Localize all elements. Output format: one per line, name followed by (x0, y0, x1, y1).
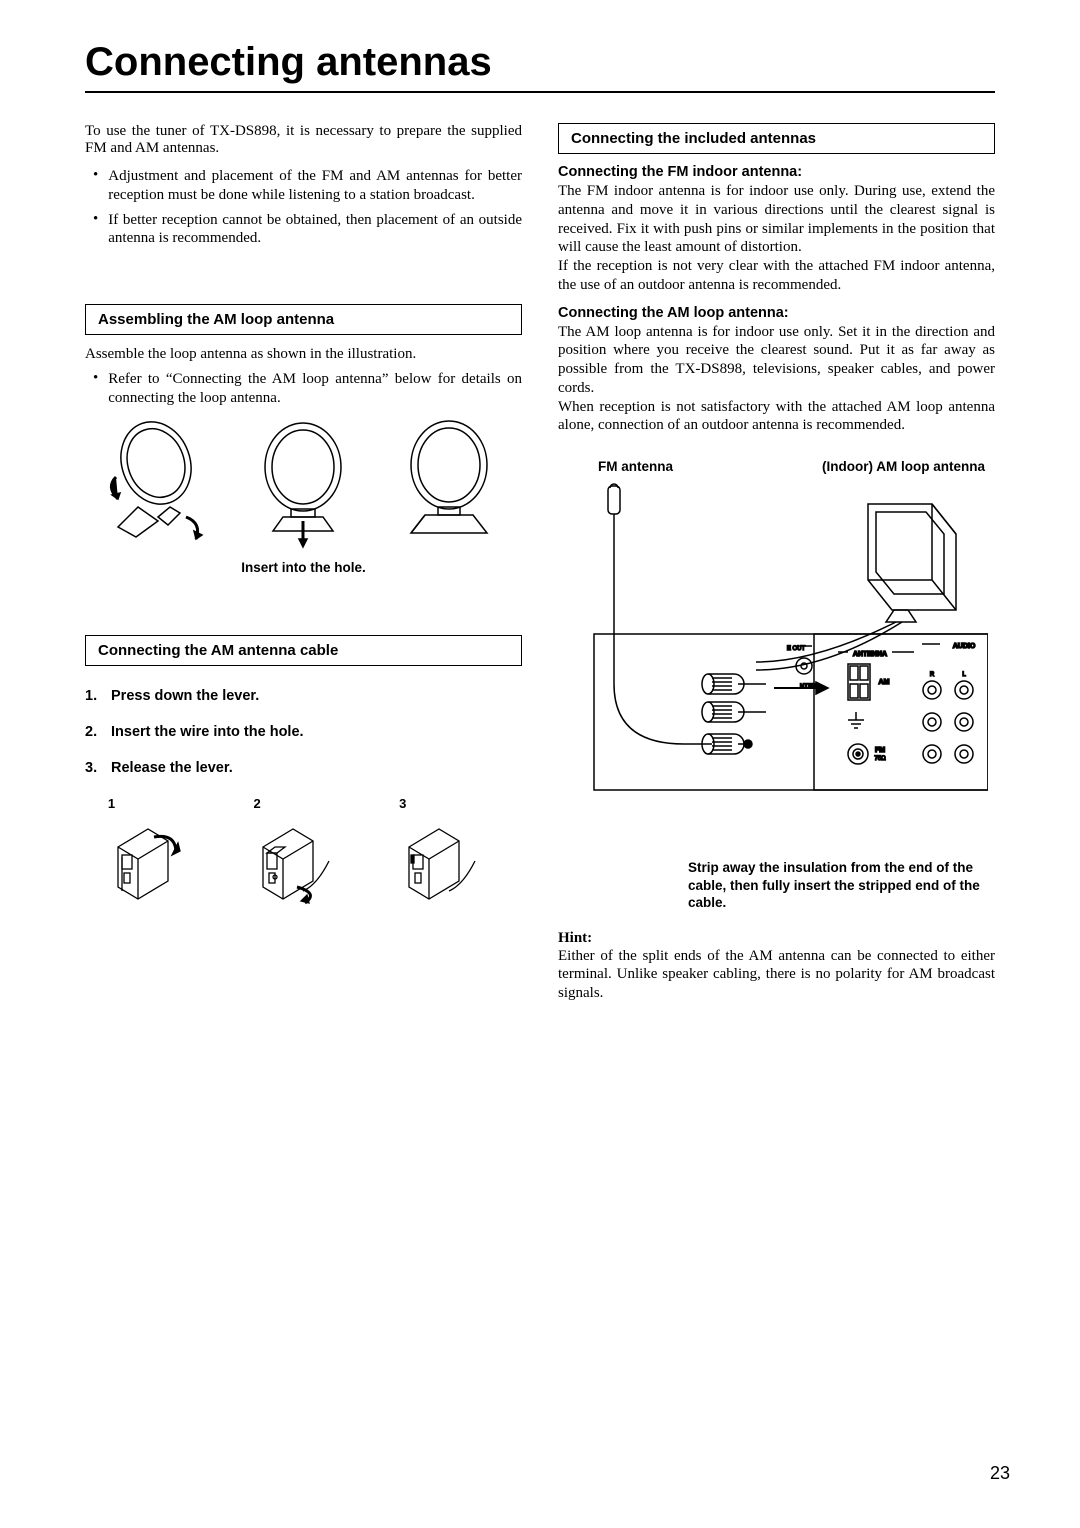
assemble-bullets: • Refer to “Connecting the AM loop anten… (93, 370, 522, 408)
page-title: Connecting antennas (85, 40, 995, 93)
step-text: Insert the wire into the hole. (111, 724, 304, 740)
lever-step1-icon (108, 817, 208, 907)
lever-illustration: 1 2 (85, 796, 522, 907)
section-heading-cable: Connecting the AM antenna cable (85, 635, 522, 666)
panel-number: 1 (108, 796, 115, 811)
intro-text: To use the tuner of TX-DS898, it is nece… (85, 123, 522, 157)
panel-eout-text: E OUT (787, 646, 806, 652)
assembly-illustration (85, 417, 522, 552)
bullet-text: Refer to “Connecting the AM loop antenna… (108, 370, 522, 408)
wiring-diagram-icon: ANTENNA AM (558, 474, 988, 834)
insert-caption: Insert into the hole. (85, 560, 522, 575)
lever-step3-icon (399, 817, 499, 907)
step-1: 1. Press down the lever. (85, 688, 522, 704)
section-heading-assemble: Assembling the AM loop antenna (85, 304, 522, 335)
panel-number: 2 (253, 796, 260, 811)
bullet-item: • Adjustment and placement of the FM and… (93, 167, 522, 205)
section-heading-included: Connecting the included antennas (558, 123, 995, 154)
panel-r-text: R (930, 672, 935, 678)
bullet-text: If better reception cannot be obtained, … (108, 211, 522, 249)
fm-paragraph-2: If the reception is not very clear with … (558, 257, 995, 295)
am-subheading: Connecting the AM loop antenna: (558, 305, 995, 321)
panel-fm-ohm-text: 75Ω (874, 756, 886, 762)
lever-step2-icon (253, 817, 353, 907)
panel-fm-text: FM (875, 747, 885, 754)
loop-antenna-step3-icon (389, 417, 509, 552)
connection-diagram: FM antenna (Indoor) AM loop antenna (558, 459, 995, 839)
intro-bullets: • Adjustment and placement of the FM and… (93, 167, 522, 248)
two-column-layout: To use the tuner of TX-DS898, it is nece… (85, 123, 995, 1003)
panel-audio-text: AUDIO (953, 643, 976, 650)
step-3: 3. Release the lever. (85, 760, 522, 776)
bullet-icon: • (93, 167, 98, 205)
panel-am-text: AM (879, 679, 890, 686)
step-text: Release the lever. (111, 760, 233, 776)
step-number: 3. (85, 760, 101, 776)
assemble-text: Assemble the loop antenna as shown in th… (85, 345, 522, 364)
panel-l-text: L (962, 672, 966, 678)
panel-antenna-text: ANTENNA (853, 651, 887, 658)
bullet-text: Adjustment and placement of the FM and A… (108, 167, 522, 205)
strip-note: Strip away the insulation from the end o… (688, 859, 995, 912)
page-number: 23 (990, 1463, 1010, 1484)
hint-heading: Hint: (558, 930, 995, 947)
am-paragraph-2: When reception is not satisfactory with … (558, 398, 995, 436)
loop-antenna-step1-icon (98, 417, 218, 552)
step-2: 2. Insert the wire into the hole. (85, 724, 522, 740)
bullet-icon: • (93, 370, 98, 408)
hint-body: Either of the split ends of the AM anten… (558, 947, 995, 1003)
left-column: To use the tuner of TX-DS898, it is nece… (85, 123, 522, 1003)
step-text: Press down the lever. (111, 688, 259, 704)
step-number: 1. (85, 688, 101, 704)
bullet-item: • If better reception cannot be obtained… (93, 211, 522, 249)
fm-subheading: Connecting the FM indoor antenna: (558, 164, 995, 180)
fm-antenna-label: FM antenna (598, 459, 673, 474)
panel-nter-text: NTER (800, 684, 817, 690)
bullet-item: • Refer to “Connecting the AM loop anten… (93, 370, 522, 408)
step-number: 2. (85, 724, 101, 740)
panel-number: 3 (399, 796, 406, 811)
bullet-icon: • (93, 211, 98, 249)
right-column: Connecting the included antennas Connect… (558, 123, 995, 1003)
am-loop-label: (Indoor) AM loop antenna (822, 459, 985, 474)
loop-antenna-step2-icon (243, 417, 363, 552)
fm-paragraph-1: The FM indoor antenna is for indoor use … (558, 182, 995, 257)
am-paragraph-1: The AM loop antenna is for indoor use on… (558, 323, 995, 398)
